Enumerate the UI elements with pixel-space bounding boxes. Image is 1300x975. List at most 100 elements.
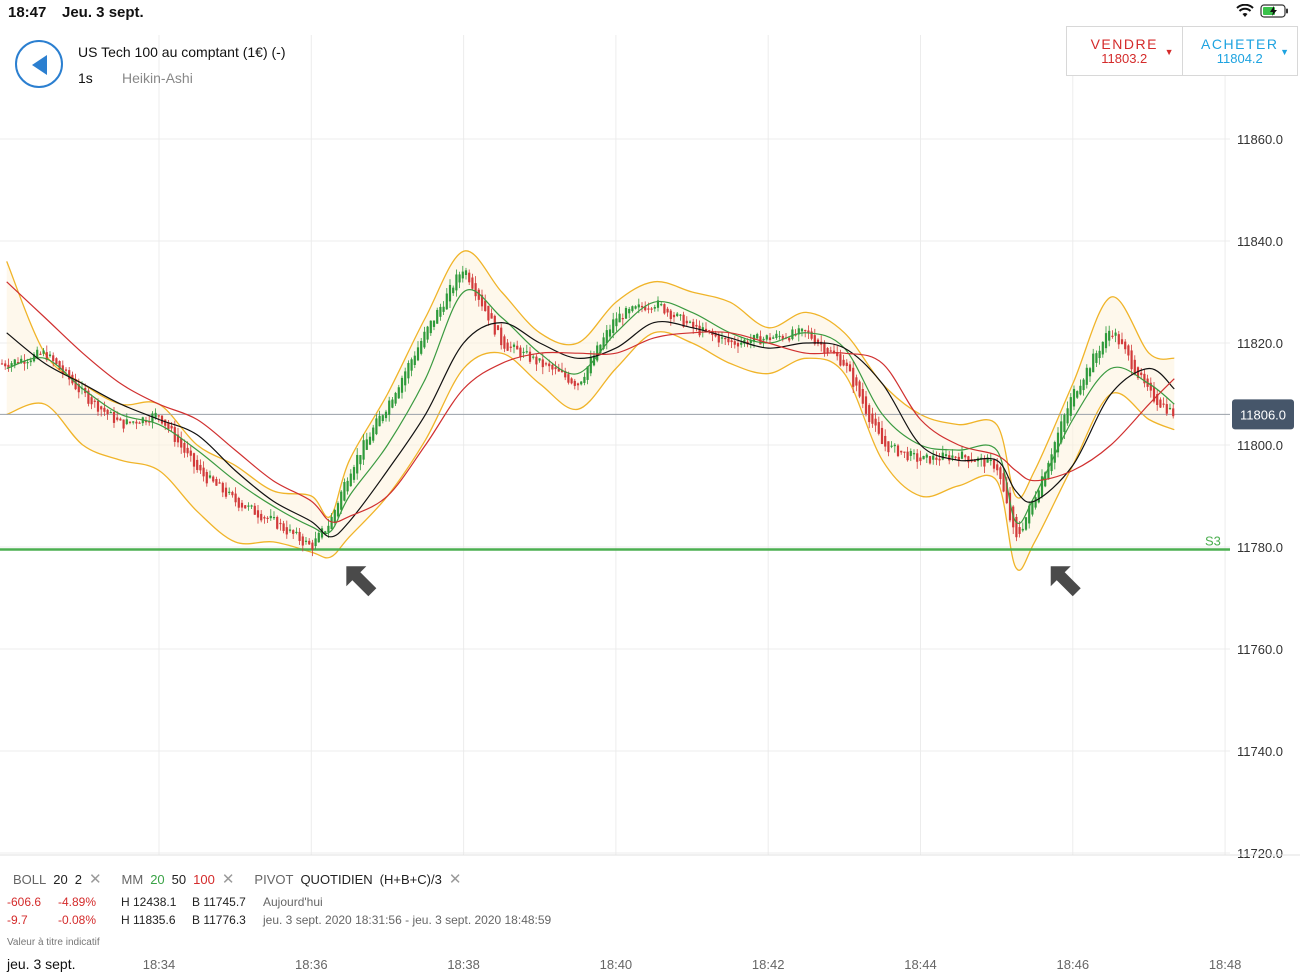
candle-body [490, 313, 493, 319]
buy-button[interactable]: ACHETER 11804.2 ▼ [1181, 27, 1298, 75]
candle-body [416, 347, 420, 361]
candle-body [1040, 476, 1044, 497]
candle-body [58, 361, 61, 370]
candle-body [903, 451, 906, 453]
candle-body [20, 358, 23, 363]
candle-body [800, 328, 804, 332]
candle-body [336, 503, 340, 517]
candle-body [628, 308, 631, 314]
candle-body [464, 270, 468, 276]
pivot-s3-label: S3 [1205, 534, 1221, 549]
candle-body [343, 482, 346, 501]
candle-body [493, 315, 496, 335]
candle-body [256, 510, 260, 518]
chart-type-selector[interactable]: Heikin-Ashi [122, 70, 193, 86]
candle-body [42, 350, 45, 354]
candle-body [749, 340, 752, 344]
remove-mm-icon[interactable]: ✕ [221, 871, 235, 888]
candle-body [704, 328, 708, 332]
buy-price: 11804.2 [1216, 51, 1263, 66]
arrow-shape [346, 566, 377, 597]
candle-body [39, 353, 42, 355]
status-date: Jeu. 3 sept. [62, 4, 144, 21]
candle-body [189, 450, 192, 456]
mm-label[interactable]: MM [121, 871, 144, 887]
candle-body [74, 379, 77, 390]
candle-body [250, 505, 253, 507]
change-percent: -0.08% [58, 913, 97, 927]
candle-body [285, 527, 288, 535]
candle-body [301, 536, 304, 546]
sell-button[interactable]: VENDRE 11803.2 ▼ [1067, 27, 1182, 75]
back-button[interactable] [15, 40, 63, 88]
caret-down-icon: ▼ [1280, 47, 1289, 57]
candle-body [1056, 432, 1060, 453]
candle-body [736, 342, 740, 347]
boll-label[interactable]: BOLL [13, 871, 47, 887]
candle-body [861, 388, 864, 404]
candle-body [68, 370, 71, 380]
candle-body [356, 454, 359, 474]
candle-body [96, 400, 100, 412]
candle-body [432, 320, 436, 327]
remove-boll-icon[interactable]: ✕ [88, 871, 102, 888]
candle-body [365, 439, 368, 450]
candle-body [23, 360, 26, 364]
battery-charging-icon [1260, 4, 1288, 18]
pivot-label[interactable]: PIVOT [254, 871, 294, 887]
candle-body [157, 415, 160, 417]
candle-body [1005, 482, 1008, 504]
candle-body [676, 313, 679, 317]
wifi-icon [1236, 4, 1254, 17]
candle-body [311, 542, 314, 550]
candle-body [672, 314, 676, 318]
candle-body [522, 351, 525, 354]
candle-body [663, 304, 666, 314]
candle-body [733, 341, 736, 345]
candle-body [532, 356, 535, 358]
candle-body [1111, 335, 1114, 337]
instrument-name[interactable]: US Tech 100 au comptant (1€) (-) [78, 44, 286, 60]
candle-body [1047, 462, 1050, 480]
candle-body [938, 458, 941, 461]
candle-body [394, 392, 397, 404]
candle-body [884, 435, 887, 447]
candle-body [1092, 353, 1095, 373]
mm-20: 20 [150, 871, 165, 887]
candle-body [720, 337, 724, 339]
trade-panel: VENDRE 11803.2 ▼ ACHETER 11804.2 ▼ [1066, 26, 1298, 76]
candle-body [208, 475, 212, 478]
candle-body [605, 330, 608, 344]
candle-body [1072, 388, 1076, 407]
candle-body [669, 310, 672, 320]
candle-body [128, 421, 132, 423]
candle-body [183, 443, 186, 453]
candle-body [887, 441, 890, 453]
candle-body [1053, 442, 1056, 463]
candle-body [688, 321, 692, 323]
remove-pivot-icon[interactable]: ✕ [448, 871, 462, 888]
candle-body [909, 451, 912, 456]
annotation-arrow-icon [346, 566, 377, 597]
candle-body [349, 473, 352, 487]
candle-body [692, 321, 695, 329]
candle-body [410, 359, 413, 371]
interval-selector[interactable]: 1s [78, 70, 93, 86]
candle-body [855, 377, 858, 386]
candle-body [807, 330, 810, 333]
candle-body [871, 413, 874, 424]
candle-body [439, 306, 442, 317]
period-label: Aujourd'hui [263, 895, 323, 909]
x-tick-label: 18:42 [752, 957, 785, 972]
change-value: -606.6 [7, 895, 42, 909]
candle-body [679, 314, 682, 316]
candle-body [1008, 492, 1012, 521]
candle-body [144, 420, 148, 423]
candle-body [244, 505, 247, 509]
candle-body [151, 413, 154, 422]
candle-body [429, 320, 432, 334]
candle-body [234, 493, 237, 503]
candle-body [986, 457, 989, 463]
candle-body [1101, 341, 1104, 355]
